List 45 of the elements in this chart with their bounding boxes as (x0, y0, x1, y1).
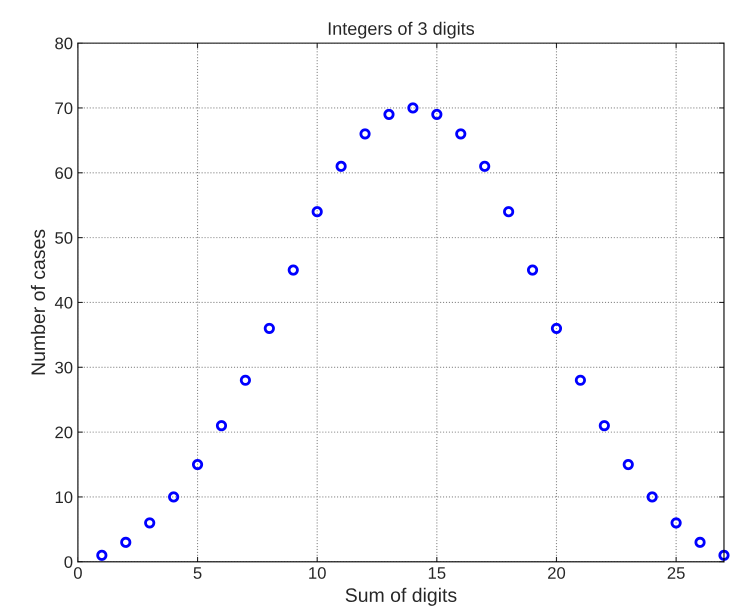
y-tick-label: 80 (55, 38, 72, 50)
point (264, 322, 275, 334)
point (359, 128, 371, 140)
point (455, 128, 466, 140)
point (622, 458, 634, 470)
x-tick-label: 10 (309, 567, 326, 579)
y-axis-title: Number of cases (30, 230, 46, 374)
point (216, 420, 228, 432)
point (646, 491, 658, 503)
point (503, 206, 514, 218)
x-axis-title: Sum of digits (346, 588, 456, 606)
point (192, 458, 204, 470)
point (96, 550, 108, 561)
x-tick-label: 25 (668, 567, 685, 579)
y-tick-label: 30 (55, 362, 72, 374)
chart-title: Integers of 3 digits (328, 22, 474, 39)
y-tick-label: 0 (64, 556, 72, 568)
point (407, 102, 418, 114)
point (526, 264, 538, 276)
x-tick-label: 20 (548, 567, 566, 579)
y-tick-label: 20 (55, 426, 72, 438)
x-tick-label: 0 (74, 567, 82, 579)
point (312, 206, 323, 218)
point (479, 160, 490, 172)
y-tick-label: 60 (55, 167, 72, 179)
y-tick-label: 10 (56, 491, 72, 504)
y-tick-label: 70 (55, 102, 72, 114)
point (288, 264, 299, 276)
point (574, 374, 586, 386)
point (144, 517, 156, 528)
point (120, 536, 132, 548)
point (598, 420, 610, 432)
point (431, 108, 442, 120)
point (240, 374, 251, 386)
point (694, 536, 706, 548)
y-tick-label: 50 (55, 232, 72, 244)
point (168, 491, 180, 503)
x-tick-label: 15 (428, 567, 446, 579)
x-tick-label: 5 (194, 567, 202, 579)
point (336, 160, 347, 172)
point (718, 550, 730, 561)
point (670, 517, 682, 528)
y-tick-label: 40 (54, 296, 72, 309)
point (383, 108, 395, 120)
point (550, 322, 562, 334)
